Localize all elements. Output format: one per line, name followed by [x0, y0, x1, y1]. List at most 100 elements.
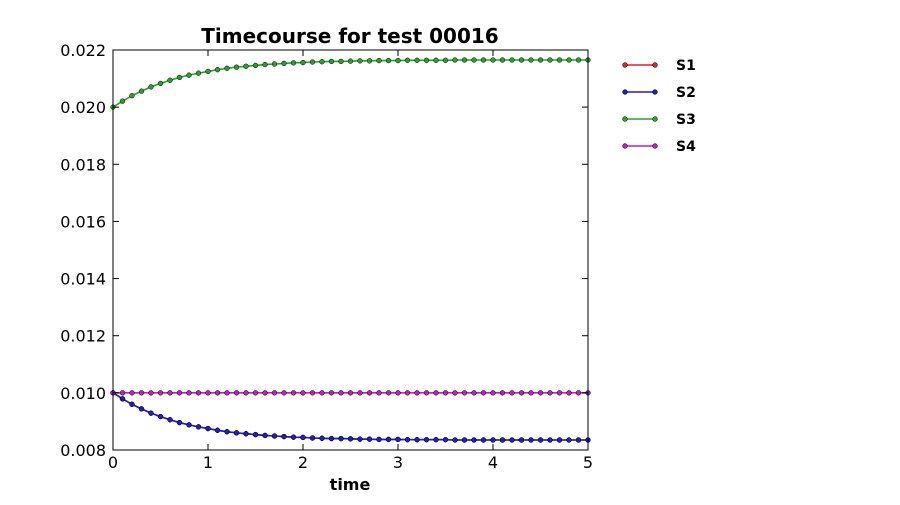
data-point-s2 — [338, 435, 344, 442]
data-point-s3 — [338, 58, 344, 65]
data-point-s4 — [452, 390, 458, 396]
data-point-s3 — [461, 57, 468, 63]
data-point-s4 — [338, 390, 344, 396]
data-point-s2 — [404, 437, 411, 443]
data-point-s3 — [490, 57, 496, 63]
data-point-s2 — [575, 437, 582, 443]
series-s4 — [110, 390, 591, 396]
data-point-s2 — [357, 436, 363, 442]
x-tick-label: 4 — [488, 453, 498, 472]
data-point-s4 — [414, 390, 420, 396]
data-point-s2 — [366, 436, 373, 442]
data-point-s4 — [509, 390, 515, 396]
y-tick-label: 0.022 — [60, 41, 106, 60]
series-s2 — [110, 390, 591, 443]
legend-label-s2: S2 — [676, 85, 696, 101]
data-point-s3 — [243, 63, 249, 69]
data-point-s2 — [281, 433, 287, 440]
legend-item-s2: S2 — [622, 85, 696, 101]
data-point-s2 — [214, 427, 221, 433]
series-line-s2 — [112, 392, 588, 441]
data-point-s2 — [243, 431, 249, 437]
data-point-s3 — [423, 57, 430, 63]
data-point-s2 — [167, 417, 173, 423]
data-point-s2 — [480, 437, 487, 443]
plot-frame — [112, 49, 589, 451]
data-point-s2 — [509, 437, 515, 443]
data-point-s3 — [556, 57, 563, 63]
data-point-s2 — [186, 422, 192, 428]
legend: S1 S2 S3 S4 — [622, 58, 696, 155]
data-point-s4 — [290, 390, 297, 396]
data-point-s3 — [537, 57, 544, 63]
data-point-s2 — [471, 437, 477, 443]
data-point-s3 — [376, 57, 382, 64]
data-point-s4 — [319, 390, 325, 396]
data-point-s3 — [347, 58, 354, 64]
data-point-s4 — [186, 390, 192, 396]
y-tick-label: 0.018 — [60, 155, 106, 174]
data-point-s3 — [575, 57, 582, 63]
x-tick-label: 3 — [393, 453, 403, 472]
data-point-s3 — [528, 57, 534, 63]
data-point-s3 — [566, 57, 572, 63]
data-point-s3 — [167, 77, 173, 83]
data-point-s4 — [252, 390, 259, 396]
data-point-s2 — [461, 437, 468, 443]
data-point-s4 — [195, 390, 202, 396]
data-point-s3 — [328, 58, 335, 65]
data-point-s4 — [214, 390, 221, 396]
data-point-s3 — [214, 67, 221, 73]
y-tick-label: 0.008 — [60, 441, 106, 460]
legend-marker-s4 — [652, 143, 658, 149]
data-point-s4 — [281, 390, 287, 396]
data-point-s3 — [518, 57, 525, 63]
chart-title: Timecourse for test 00016 — [201, 24, 498, 48]
legend-item-s4: S4 — [622, 139, 696, 155]
data-point-s3 — [395, 57, 401, 64]
legend-marker-s2 — [622, 89, 628, 95]
legend-label-s4: S4 — [676, 139, 696, 155]
data-point-s3 — [290, 60, 297, 66]
plot-area: 0 1 2 3 4 5 0.008 0.010 0.012 0.014 0.016 0.018 0.02… — [60, 41, 593, 472]
legend-marker-s3 — [652, 116, 658, 122]
data-point-s3 — [157, 80, 164, 87]
data-point-s2 — [119, 396, 126, 402]
data-point-s2 — [233, 430, 240, 436]
x-axis-title: time — [330, 475, 371, 494]
data-point-s2 — [138, 406, 145, 412]
data-point-s2 — [300, 434, 306, 441]
data-point-s3 — [319, 59, 325, 65]
y-tick-label: 0.010 — [60, 384, 106, 403]
data-point-s4 — [395, 390, 401, 396]
data-point-s3 — [176, 74, 183, 81]
data-point-s4 — [518, 390, 525, 396]
data-point-s2 — [176, 419, 183, 426]
data-point-s4 — [385, 390, 392, 396]
data-point-s4 — [556, 390, 563, 396]
legend-marker-s1 — [652, 62, 658, 68]
data-point-s2 — [537, 437, 544, 443]
data-point-s3 — [385, 57, 392, 64]
data-point-s2 — [205, 425, 211, 432]
data-point-s4 — [528, 390, 534, 396]
data-point-s3 — [195, 70, 202, 76]
data-point-s3 — [357, 58, 363, 64]
data-point-s3 — [366, 58, 373, 64]
series-line-s3 — [112, 59, 588, 108]
data-point-s4 — [461, 390, 468, 396]
data-point-s2 — [309, 435, 316, 441]
data-point-s3 — [262, 61, 268, 68]
data-point-s4 — [376, 390, 382, 396]
data-point-s2 — [347, 436, 354, 442]
legend-item-s3: S3 — [622, 112, 696, 128]
legend-marker-s3 — [622, 116, 628, 122]
data-point-s4 — [423, 390, 430, 396]
x-tick-label: 2 — [298, 453, 308, 472]
data-point-s2 — [271, 433, 278, 439]
legend-item-s1: S1 — [622, 58, 696, 74]
data-point-s2 — [157, 413, 164, 420]
data-point-s4 — [366, 390, 373, 396]
data-point-s3 — [442, 57, 449, 63]
